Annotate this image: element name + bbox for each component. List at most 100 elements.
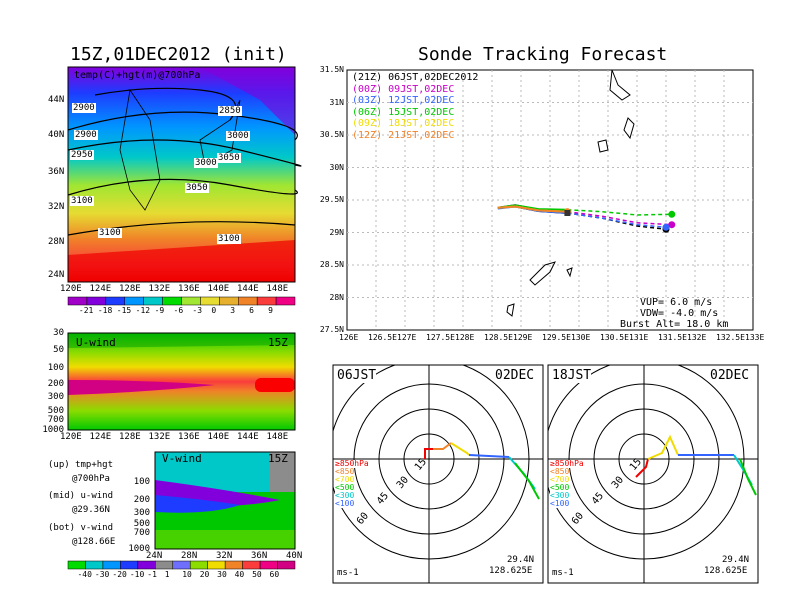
wind-colorbar-label: 60 xyxy=(269,570,280,579)
temp-lat-tick: 28N xyxy=(48,237,65,247)
panel-legend-line: @128.66E xyxy=(72,537,116,547)
temp-colorbar-label: 9 xyxy=(268,306,273,315)
contour-label: 2900 xyxy=(74,130,98,140)
temp-lat-tick: 24N xyxy=(48,270,65,280)
track-mark xyxy=(564,210,571,216)
contour-label: 3000 xyxy=(194,158,218,168)
hodo-trace xyxy=(468,454,510,458)
temp-lon-tick: 148E xyxy=(266,284,289,294)
temp-colorbar-label: -9 xyxy=(154,306,165,315)
track-series-line xyxy=(497,205,568,213)
vwind-p-tick: 200 xyxy=(133,495,150,505)
temp-colorbar xyxy=(67,296,296,306)
hodo-legend-entry: <300 xyxy=(335,491,355,500)
temp-lon-tick: 128E xyxy=(119,284,141,294)
left-title: 15Z,01DEC2012 (init) xyxy=(70,44,287,65)
hodo-unit: ms-1 xyxy=(552,568,574,578)
track-legend-entry: (00Z) 09JST,02DEC xyxy=(352,83,455,95)
track-title: Sonde Tracking Forecast xyxy=(418,44,668,65)
track-end-point xyxy=(668,221,676,229)
hodo-trace xyxy=(514,462,540,500)
temp-lon-tick: 124E xyxy=(89,284,112,294)
track-lat-tick: 28N xyxy=(329,292,344,302)
track-lon-tick: 128E xyxy=(455,333,475,342)
hodo-legend-entry: <300 xyxy=(550,491,570,500)
temp-lat-tick: 44N xyxy=(48,95,65,105)
track-lon-tick: 130E xyxy=(571,333,591,342)
vwind-frame xyxy=(154,451,296,550)
track-lon-tick: 133E xyxy=(745,333,765,342)
track-series-dashed xyxy=(567,210,672,226)
track-info-line: VUP= 6.0 m/s xyxy=(640,297,713,308)
track-lon-tick: 127.5E xyxy=(426,333,455,342)
track-legend-entry: (03Z) 12JST,02DEC xyxy=(352,95,455,106)
contour-label: 3100 xyxy=(217,234,241,244)
wind-colorbar-label: 30 xyxy=(217,570,227,579)
temp-colorbar-swatch xyxy=(275,296,296,306)
temp-lon-tick: 136E xyxy=(178,284,200,294)
uwind-p-tick: 300 xyxy=(47,392,64,402)
hodo-date: 02DEC xyxy=(495,368,535,383)
hodo-date: 02DEC xyxy=(710,368,750,383)
track-lat-tick: 31.5N xyxy=(319,65,344,74)
island-outline xyxy=(597,139,609,153)
panel-legend-line: (up) tmp+hgt xyxy=(48,460,114,470)
vwind-p-tick: 100 xyxy=(133,477,150,487)
track-lon-tick: 126.5E xyxy=(368,333,397,342)
wind-colorbar-label: -30 xyxy=(94,570,110,579)
hodo-trace xyxy=(635,458,649,478)
vwind-lat-tick: 40N xyxy=(286,551,303,561)
vwind-lat-tick: 32N xyxy=(216,551,233,561)
contour-label: 3050 xyxy=(217,153,241,163)
vwind-panel xyxy=(155,452,295,549)
temp-colorbar-label: -12 xyxy=(135,306,151,315)
hodo-time: 06JST xyxy=(337,368,377,383)
temp-colorbar-label: -6 xyxy=(173,306,184,315)
vwind-p-tick: 700 xyxy=(133,528,150,538)
vwind-p-tick: 1000 xyxy=(128,544,150,554)
hodo-legend-entry: <700 xyxy=(335,475,355,484)
hodo-unit: ms-1 xyxy=(337,568,359,578)
vwind-lat-tick: 24N xyxy=(146,551,163,561)
hodo-legend-entry: <500 xyxy=(550,483,570,492)
uwind-p-tick: 1000 xyxy=(42,425,64,435)
hodo-lon: 128.625E xyxy=(704,566,748,576)
temp-colorbar-label: -3 xyxy=(192,306,203,315)
island-outline xyxy=(566,267,573,278)
track-end-point xyxy=(662,223,670,231)
track-series-dashed xyxy=(567,209,672,216)
temp-map xyxy=(67,67,302,282)
track-lat-tick: 28.5N xyxy=(319,260,344,269)
track-lon-tick: 129.5E xyxy=(542,333,571,342)
wind-colorbar-label: -10 xyxy=(129,570,145,579)
temp-colorbar-label: -15 xyxy=(116,306,132,315)
hodo-legend-entry: ≥850hPa xyxy=(335,459,369,468)
track-legend-entry: (12Z) 21JST,02DEC xyxy=(352,129,455,141)
uwind-time: 15Z xyxy=(268,336,288,349)
track-info-line: Burst Alt= 18.0 km xyxy=(620,319,729,330)
vwind-lat-tick: 28N xyxy=(181,551,198,561)
temp-lon-tick: 120E xyxy=(60,284,82,294)
hodo-frame xyxy=(332,364,544,584)
track-lon-tick: 132.5E xyxy=(716,333,745,342)
track-lat-tick: 31N xyxy=(329,97,344,107)
track-lon-tick: 131E xyxy=(629,333,649,342)
wind-colorbar-label: 40 xyxy=(234,570,245,579)
track-lat-tick: 30N xyxy=(329,162,344,172)
track-lon-tick: 130.5E xyxy=(600,333,629,342)
wind-colorbar-label: -20 xyxy=(112,570,127,579)
track-lat-tick: 30.5N xyxy=(319,130,344,139)
vwind-p-tick: 500 xyxy=(133,519,150,529)
panel-legend-line: @700hPa xyxy=(72,474,110,484)
temp-lat-tick: 40N xyxy=(48,130,65,140)
uwind-lon-tick: 144E xyxy=(237,432,259,442)
uwind-p-tick: 700 xyxy=(47,415,64,425)
temp-lon-tick: 140E xyxy=(207,284,230,294)
track-series-dashed xyxy=(567,212,667,229)
hodo-legend-entry: <100 xyxy=(550,499,570,508)
vwind-lat-tick: 36N xyxy=(251,551,268,561)
uwind-p-tick: 50 xyxy=(53,345,64,355)
track-legend-entry: (09Z) 18JST,02DEC xyxy=(352,118,455,129)
